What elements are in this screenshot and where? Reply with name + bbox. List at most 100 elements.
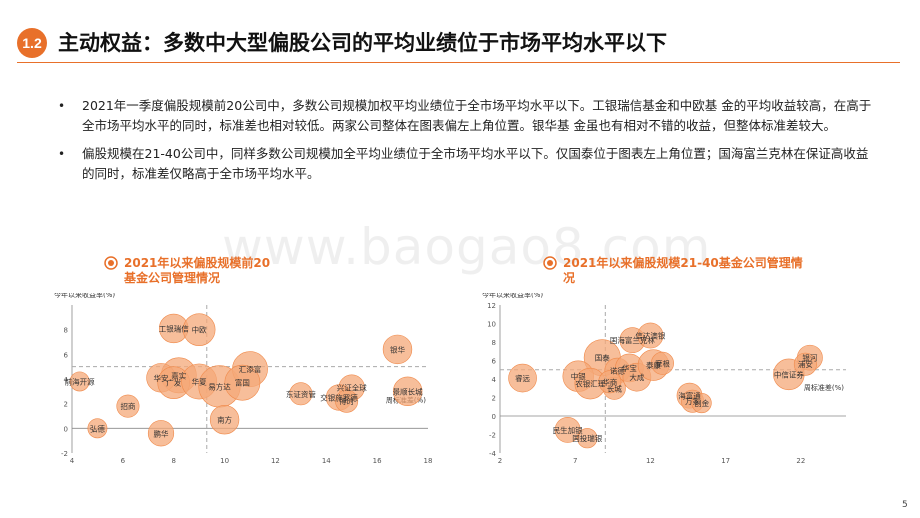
data-bubble [392,376,423,407]
y-axis-label: 今年以来收益率(%) [482,293,543,299]
data-bubble [691,392,712,414]
data-point-label: 银华 [390,344,405,354]
data-point-label: 国泰 [595,353,610,363]
target-icon [543,256,557,270]
bullet-text: 2021年一季度偏股规模前20公司中，多数公司规模加权平均业绩位于全市场平均水平… [82,98,872,133]
data-bubble [554,416,581,443]
data-point-label: 中银 [571,371,586,381]
data-point-label: 泰康 [646,360,661,370]
data-bubble [650,351,674,375]
data-point-label: 南方 [217,415,232,425]
data-point-label: 银河 [802,354,818,363]
x-tick-label: 12 [646,457,655,465]
x-tick-label: 4 [70,457,75,465]
data-point-label: 大成 [629,372,644,382]
y-tick-label: 0 [492,413,496,421]
x-tick-label: 17 [721,457,730,465]
data-bubble [87,418,108,439]
chart-1-title: 2021年以来偏股规模前20基金公司管理情况 [124,256,271,285]
slide-header: 1.2 主动权益：多数中大型偏股公司的平均业绩位于市场平均水平以下 [0,0,920,62]
y-tick-label: -2 [61,450,68,458]
data-point-label: 弘德 [90,423,105,433]
x-tick-label: 22 [796,457,805,465]
x-tick-label: 10 [220,457,229,465]
x-tick-label: 2 [498,457,502,465]
y-tick-label: 4 [492,376,497,384]
data-point-label: 华宝 [622,363,637,373]
y-axis-label: 今年以来收益率(%) [54,293,115,299]
chart-1-scatter: 4681012141618-202468今年以来收益率(%)周标准差(%)工银瑞… [54,293,433,465]
data-point-label: 万家 [685,396,700,406]
bullet-item-1: • 2021年一季度偏股规模前20公司中，多数公司规模加权平均业绩位于全市场平均… [52,96,872,136]
target-icon [104,256,118,270]
data-point-label: 兴证全球 [337,383,367,393]
data-point-label: 华商 [602,377,617,387]
y-tick-label: 4 [64,376,69,384]
data-point-label: 招商 [120,401,135,411]
data-point-label: 民生加银 [553,425,583,435]
chart-2-title-block: 2021年以来偏股规模21-40基金公司管理情况 [543,256,811,286]
data-point-label: 睿远 [515,374,531,383]
y-tick-label: -4 [489,450,497,458]
page-number: 5 [902,500,908,510]
y-tick-label: 2 [64,401,68,409]
data-bubble [508,363,537,393]
data-point-label: 工银瑞信 [159,323,189,333]
data-bubble [598,370,622,394]
y-tick-label: 12 [487,302,496,310]
data-bubble [289,382,313,406]
data-bubble [182,313,216,346]
bullet-item-2: • 偏股规模在21-40公司中，同样多数公司规模加全平均业绩位于全市场平均水平以… [52,144,872,184]
data-point-label: 鹏华 [154,428,169,438]
data-bubble [209,404,240,435]
data-point-label: 汇添富 [239,364,262,374]
data-point-label: 富国 [235,378,250,388]
x-tick-label: 18 [424,457,433,465]
data-point-label: 国海富兰克林 [610,335,655,345]
x-tick-label: 7 [573,457,577,465]
data-point-label: 嘉实 [171,370,186,380]
data-point-label: 中信证券 [774,369,804,379]
x-tick-label: 16 [373,457,382,465]
data-bubble [147,420,175,447]
header-divider [17,62,900,63]
y-tick-label: 6 [64,351,69,359]
data-point-label: 创金 [694,398,709,408]
x-tick-label: 14 [322,457,331,465]
x-tick-label: 8 [171,457,175,465]
watermark: www.baogao8.com [222,218,712,276]
data-point-label: 景顺长城 [393,386,423,396]
x-tick-label: 12 [271,457,280,465]
data-point-label: 海富通 [678,391,701,401]
data-point-label: 广发 [166,378,181,388]
data-bubble [224,364,261,401]
y-tick-label: 6 [492,358,497,366]
data-bubble [382,334,413,365]
y-tick-label: -2 [489,432,496,440]
data-point-label: 华夏 [192,376,207,386]
slide-title: 主动权益：多数中大型偏股公司的平均业绩位于市场平均水平以下 [58,31,667,55]
data-bubble [637,322,664,349]
data-point-label: 中欧 [192,325,207,335]
data-point-label: 易方达 [208,381,231,391]
data-point-label: 博时 [339,396,354,406]
chart-2-title: 2021年以来偏股规模21-40基金公司管理情况 [563,256,803,285]
data-point-label: 华安 [154,373,169,383]
data-bubble [116,394,140,418]
data-bubble [335,389,359,413]
chart-1-title-block: 2021年以来偏股规模前20基金公司管理情况 [104,256,274,286]
data-bubble [577,428,598,449]
section-number-badge: 1.2 [17,28,47,58]
y-tick-label: 8 [64,327,68,335]
data-point-label: 交银施罗德 [320,393,358,403]
data-point-label: 农银汇理 [575,379,605,389]
x-axis-label: 周标准差(%) [804,383,844,392]
y-tick-label: 8 [492,339,496,347]
data-point-label: 信达澳银 [635,331,665,341]
x-tick-label: 6 [121,457,126,465]
bullet-list: • 2021年一季度偏股规模前20公司中，多数公司规模加权平均业绩位于全市场平均… [52,96,872,192]
y-tick-label: 2 [492,395,496,403]
data-point-label: 国投瑞银 [572,433,602,443]
data-point-label: 摩根 [655,358,670,368]
bullet-marker: • [58,99,66,113]
